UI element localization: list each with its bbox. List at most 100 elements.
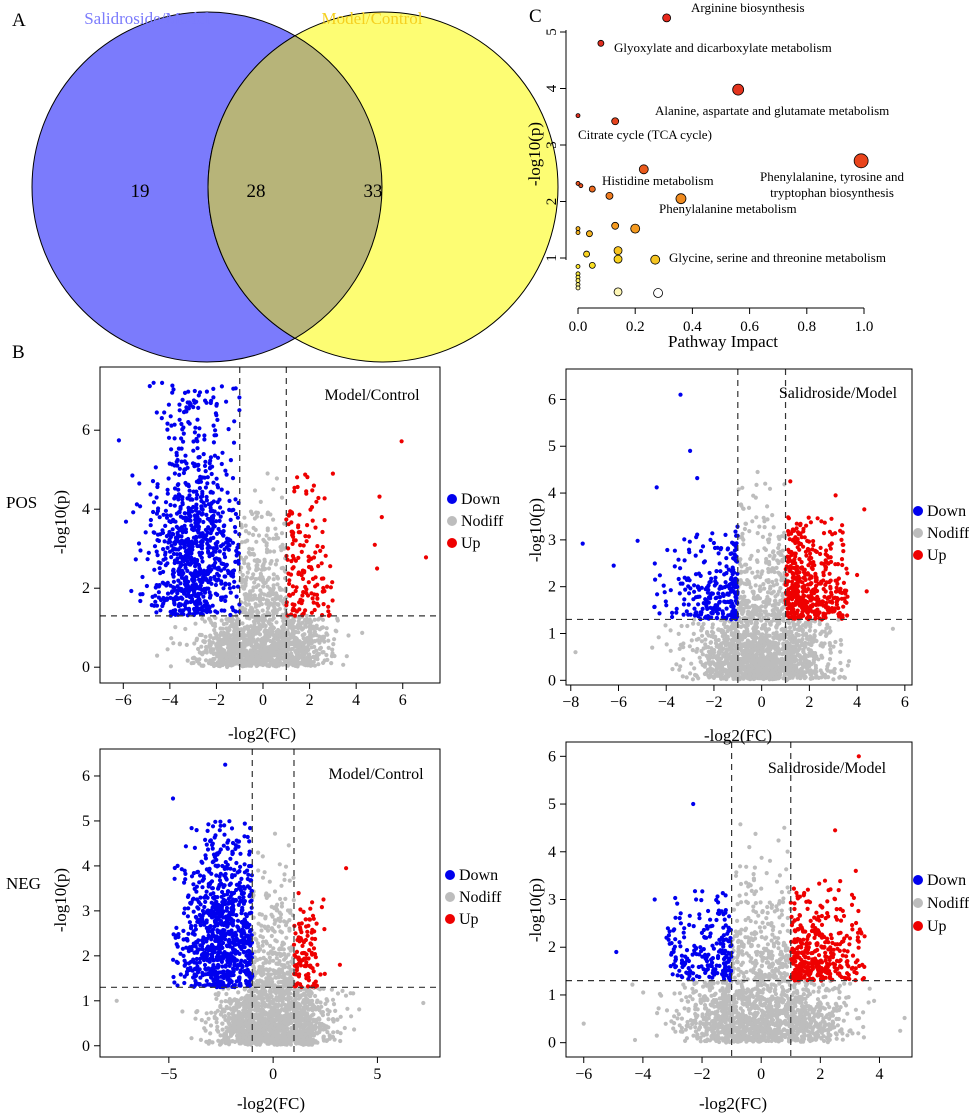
volcano-point-down (657, 611, 662, 616)
volcano-point-up (295, 475, 300, 480)
volcano-point-down (177, 417, 182, 422)
volcano-point-down (218, 514, 223, 519)
volcano-point-up (830, 532, 835, 537)
volcano-point-down (207, 579, 212, 585)
volcano-point-down (713, 575, 718, 580)
volcano-point-nodiff (277, 606, 282, 611)
volcano-point-down (202, 577, 207, 582)
volcano-point-down (733, 578, 738, 584)
volcano-point-down (219, 579, 224, 584)
volcano-point-down (179, 421, 184, 427)
volcano-point-nodiff (696, 676, 701, 681)
volcano-point-down (170, 527, 175, 532)
volcano-point-nodiff (740, 608, 745, 613)
volcano-point-nodiff (288, 641, 294, 646)
volcano-point-down (209, 514, 215, 520)
volcano-point-nodiff (720, 666, 725, 671)
volcano-point-down (163, 552, 168, 557)
volcano-point-up (823, 567, 828, 572)
volcano-point-down (230, 569, 235, 574)
volcano-point-nodiff (774, 630, 779, 635)
volcano-point-down (699, 610, 704, 615)
volcano-point-nodiff (729, 662, 734, 667)
volcano-point-nodiff (280, 643, 286, 648)
volcano-point-nodiff (728, 641, 733, 646)
volcano-point-nodiff (312, 639, 317, 644)
volcano-point-nodiff (833, 639, 838, 645)
volcano-point-nodiff (710, 649, 715, 654)
volcano-point-down (672, 564, 677, 569)
volcano-point-down (195, 417, 200, 422)
volcano-point-up (287, 578, 292, 583)
volcano-point-down (131, 510, 136, 515)
volcano-point-nodiff (200, 616, 205, 621)
volcano-point-nodiff (831, 677, 836, 682)
volcano-point-nodiff (199, 632, 204, 638)
volcano-point-nodiff (263, 639, 268, 645)
volcano-point-nodiff (276, 536, 281, 541)
volcano-point-down (208, 576, 213, 581)
volcano-point-nodiff (256, 610, 261, 615)
volcano-point-nodiff (770, 513, 775, 518)
volcano-point-nodiff (218, 633, 223, 638)
volcano-point-down (231, 574, 236, 579)
volcano-point-down (160, 380, 165, 385)
volcano-point-down (730, 572, 735, 577)
volcano-point-nodiff (279, 531, 285, 536)
volcano-point-nodiff (753, 575, 758, 580)
pathway-bubble (630, 223, 641, 234)
volcano-point-nodiff (273, 526, 278, 531)
volcano-point-nodiff (274, 620, 279, 625)
volcano-point-outlier (399, 439, 404, 444)
volcano-point-down (200, 511, 205, 516)
volcano-point-up (826, 555, 831, 560)
volcano-point-nodiff (789, 629, 794, 634)
volcano-point-nodiff (226, 658, 231, 664)
volcano-point-nodiff (291, 658, 296, 663)
volcano-pos-model-control: −6 −4 −2 0 2 4 60246Model/Control-log2(FC)-log… (51, 366, 504, 743)
volcano-point-nodiff (197, 657, 202, 662)
volcano-point-nodiff (765, 517, 770, 522)
volcano-point-nodiff (817, 622, 822, 627)
volcano-point-nodiff (236, 628, 241, 633)
volcano-point-nodiff (289, 647, 294, 652)
volcano-point-nodiff (681, 657, 686, 662)
volcano-point-down (724, 571, 729, 576)
volcano-point-nodiff (294, 640, 299, 646)
volcano-point-down (209, 489, 214, 494)
volcano-point-down (211, 395, 216, 400)
volcano-point-down (216, 557, 221, 562)
volcano-point-down (657, 573, 663, 578)
volcano-point-down (220, 450, 225, 455)
volcano-point-nodiff (248, 629, 253, 634)
volcano-point-nodiff (791, 622, 796, 627)
venn-count-intersection: 28 (247, 181, 266, 202)
volcano-point-down (198, 474, 203, 479)
volcano-point-down (661, 583, 666, 588)
volcano-point-down (172, 602, 177, 607)
volcano-point-nodiff (757, 587, 762, 592)
volcano-point-nodiff (721, 676, 726, 681)
volcano-point-nodiff (765, 638, 770, 643)
volcano-point-nodiff (702, 671, 708, 677)
volcano-point-nodiff (261, 579, 266, 585)
volcano-point-nodiff (302, 657, 307, 662)
volcano-point-nodiff (784, 662, 789, 667)
volcano-point-nodiff (749, 641, 754, 646)
volcano-point-down (726, 567, 731, 572)
volcano-point-nodiff (312, 654, 317, 659)
volcano-point-nodiff (312, 663, 317, 668)
volcano-point-up (320, 613, 325, 618)
volcano-point-nodiff (700, 633, 705, 638)
volcano-point-outlier (375, 566, 380, 571)
volcano-point-nodiff (264, 533, 269, 538)
pathway-bubble (578, 183, 584, 189)
volcano-point-nodiff (787, 658, 792, 663)
volcano-point-nodiff (227, 634, 233, 639)
volcano-point-nodiff (732, 652, 737, 657)
volcano-point-down (215, 592, 220, 598)
volcano-point-nodiff (751, 674, 756, 679)
volcano-point-nodiff (241, 648, 246, 654)
volcano-point-nodiff (300, 627, 305, 632)
volcano-point-nodiff (259, 514, 264, 520)
